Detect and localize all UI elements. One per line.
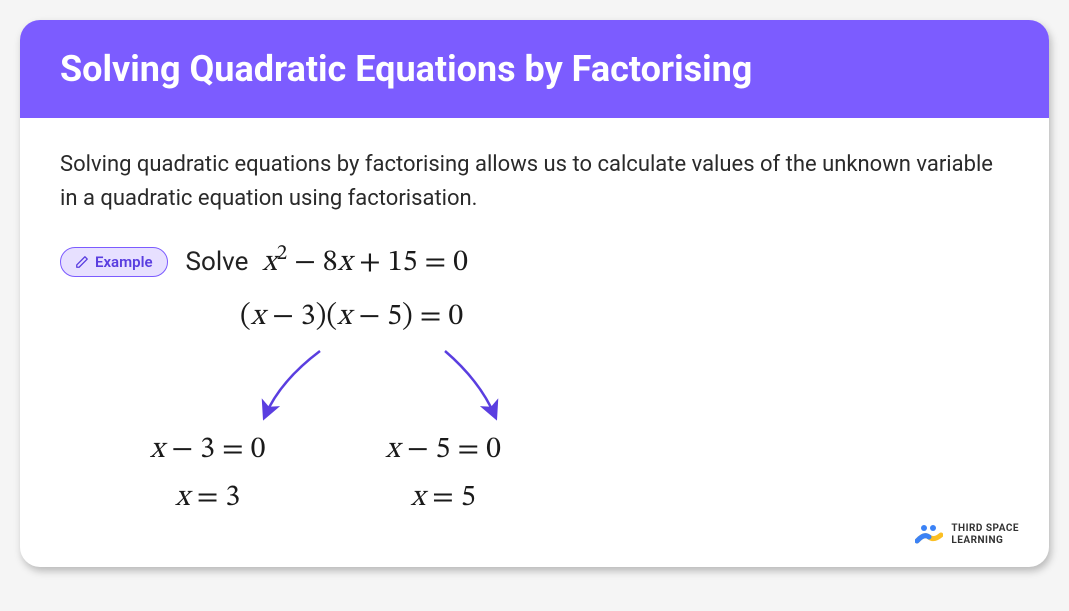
left-factor-eq: x − 3 = 0 [150, 431, 265, 469]
logo-line2: LEARNING [951, 535, 1019, 547]
right-solution-col: x − 5 = 0 x = 5 [385, 431, 500, 527]
intro-text: Solving quadratic equations by factorisi… [60, 148, 1009, 216]
arrows-svg [210, 346, 710, 426]
arrows-diagram [210, 346, 710, 426]
pencil-icon [75, 255, 89, 269]
solve-line: Solve x2 − 8x + 15 = 0 [186, 241, 468, 282]
right-arrow [445, 351, 495, 416]
lesson-card: Solving Quadratic Equations by Factorisi… [20, 20, 1049, 567]
right-factor-eq: x − 5 = 0 [385, 431, 500, 469]
example-row: Example Solve x2 − 8x + 15 = 0 [60, 241, 1009, 282]
right-solution: x = 5 [385, 479, 500, 517]
badge-label: Example [95, 253, 153, 271]
left-solution: x = 3 [150, 479, 265, 517]
equation: x2 − 8x + 15 = 0 [262, 248, 468, 278]
page-title: Solving Quadratic Equations by Factorisi… [60, 48, 1009, 90]
left-arrow [265, 351, 320, 416]
card-content: Solving quadratic equations by factorisi… [20, 118, 1049, 567]
factored-form: (x − 3)(x − 5) = 0 [240, 298, 1009, 336]
logo-text: THIRD SPACE LEARNING [951, 523, 1019, 547]
logo-line1: THIRD SPACE [951, 523, 1019, 535]
left-solution-col: x − 3 = 0 x = 3 [150, 431, 265, 527]
card-header: Solving Quadratic Equations by Factorisi… [20, 20, 1049, 118]
brand-logo: THIRD SPACE LEARNING [915, 523, 1019, 547]
solve-word: Solve [186, 247, 249, 277]
solutions-row: x − 3 = 0 x = 3 x − 5 = 0 x = 5 [150, 431, 1009, 527]
logo-icon [915, 523, 943, 547]
example-badge: Example [60, 247, 168, 277]
